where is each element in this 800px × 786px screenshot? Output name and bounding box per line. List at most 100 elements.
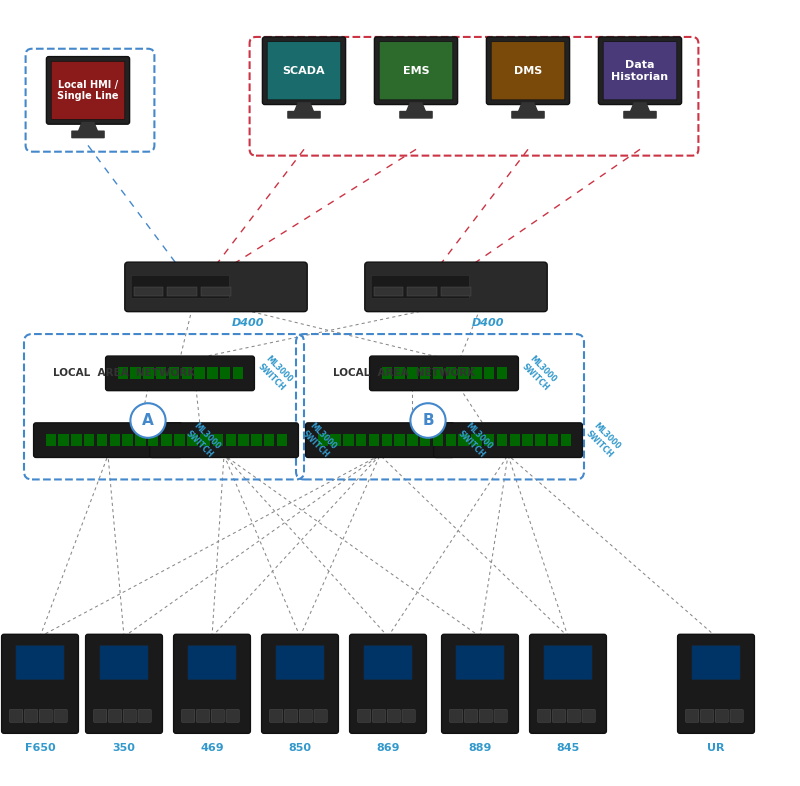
Text: 469: 469 — [200, 743, 224, 753]
FancyBboxPatch shape — [330, 434, 341, 446]
FancyBboxPatch shape — [125, 262, 307, 311]
FancyBboxPatch shape — [197, 710, 210, 722]
FancyBboxPatch shape — [238, 434, 249, 446]
FancyBboxPatch shape — [379, 42, 453, 100]
FancyBboxPatch shape — [54, 710, 67, 722]
FancyBboxPatch shape — [692, 645, 740, 680]
Text: 869: 869 — [376, 743, 400, 753]
Text: 889: 889 — [468, 743, 492, 753]
FancyBboxPatch shape — [491, 42, 565, 100]
FancyBboxPatch shape — [318, 434, 328, 446]
Text: DMS: DMS — [514, 66, 542, 75]
FancyBboxPatch shape — [511, 111, 545, 119]
Text: F650: F650 — [25, 743, 55, 753]
FancyBboxPatch shape — [464, 710, 478, 722]
FancyBboxPatch shape — [479, 710, 492, 722]
FancyBboxPatch shape — [458, 434, 469, 446]
Text: 845: 845 — [556, 743, 580, 753]
FancyBboxPatch shape — [510, 434, 520, 446]
FancyBboxPatch shape — [277, 434, 287, 446]
FancyBboxPatch shape — [446, 434, 456, 446]
Text: D400: D400 — [232, 318, 264, 328]
FancyBboxPatch shape — [130, 367, 141, 380]
FancyBboxPatch shape — [486, 37, 570, 105]
FancyBboxPatch shape — [167, 287, 198, 296]
FancyBboxPatch shape — [71, 130, 105, 138]
FancyBboxPatch shape — [188, 645, 236, 680]
Text: ML3000
SWITCH: ML3000 SWITCH — [520, 354, 558, 392]
FancyBboxPatch shape — [207, 367, 218, 380]
FancyBboxPatch shape — [262, 634, 338, 733]
FancyBboxPatch shape — [46, 434, 56, 446]
FancyBboxPatch shape — [522, 434, 533, 446]
FancyBboxPatch shape — [715, 710, 728, 722]
FancyBboxPatch shape — [382, 434, 392, 446]
Text: EMS: EMS — [402, 66, 430, 75]
FancyBboxPatch shape — [544, 645, 592, 680]
FancyBboxPatch shape — [131, 275, 230, 299]
FancyBboxPatch shape — [264, 434, 274, 446]
Text: A: A — [142, 413, 154, 428]
FancyBboxPatch shape — [394, 434, 405, 446]
FancyBboxPatch shape — [314, 710, 327, 722]
FancyBboxPatch shape — [442, 634, 518, 733]
Polygon shape — [78, 122, 98, 131]
FancyBboxPatch shape — [561, 434, 571, 446]
FancyBboxPatch shape — [211, 710, 224, 722]
FancyBboxPatch shape — [530, 634, 606, 733]
Text: B: B — [422, 413, 434, 428]
FancyBboxPatch shape — [270, 710, 283, 722]
FancyBboxPatch shape — [343, 434, 354, 446]
FancyBboxPatch shape — [471, 367, 482, 380]
FancyBboxPatch shape — [369, 434, 379, 446]
FancyBboxPatch shape — [287, 111, 321, 119]
FancyBboxPatch shape — [51, 61, 125, 119]
FancyBboxPatch shape — [497, 367, 507, 380]
FancyBboxPatch shape — [373, 710, 386, 722]
Polygon shape — [518, 102, 538, 112]
FancyBboxPatch shape — [603, 42, 677, 100]
FancyBboxPatch shape — [582, 710, 595, 722]
FancyBboxPatch shape — [678, 634, 754, 733]
FancyBboxPatch shape — [100, 645, 148, 680]
FancyBboxPatch shape — [387, 710, 400, 722]
FancyBboxPatch shape — [148, 434, 158, 446]
Text: LOCAL  AREA  NETWORK: LOCAL AREA NETWORK — [53, 369, 195, 378]
FancyBboxPatch shape — [156, 367, 166, 380]
FancyBboxPatch shape — [442, 287, 471, 296]
FancyBboxPatch shape — [365, 262, 547, 311]
Text: SCADA: SCADA — [282, 66, 326, 75]
FancyBboxPatch shape — [730, 710, 743, 722]
FancyBboxPatch shape — [456, 645, 504, 680]
FancyBboxPatch shape — [434, 423, 582, 457]
FancyBboxPatch shape — [39, 710, 53, 722]
FancyBboxPatch shape — [226, 434, 236, 446]
FancyBboxPatch shape — [407, 287, 438, 296]
FancyBboxPatch shape — [399, 111, 433, 119]
Text: 350: 350 — [113, 743, 135, 753]
FancyBboxPatch shape — [2, 634, 78, 733]
FancyBboxPatch shape — [182, 710, 195, 722]
FancyBboxPatch shape — [200, 434, 210, 446]
FancyBboxPatch shape — [16, 645, 64, 680]
FancyBboxPatch shape — [134, 287, 163, 296]
FancyBboxPatch shape — [484, 367, 494, 380]
Text: Data
Historian: Data Historian — [611, 60, 669, 82]
FancyBboxPatch shape — [150, 423, 298, 457]
FancyBboxPatch shape — [71, 434, 82, 446]
FancyBboxPatch shape — [233, 367, 243, 380]
Text: ML3000
SWITCH: ML3000 SWITCH — [184, 421, 222, 459]
FancyBboxPatch shape — [10, 710, 23, 722]
FancyBboxPatch shape — [118, 367, 128, 380]
FancyBboxPatch shape — [471, 434, 482, 446]
Circle shape — [410, 403, 446, 438]
FancyBboxPatch shape — [123, 710, 136, 722]
FancyBboxPatch shape — [58, 434, 69, 446]
FancyBboxPatch shape — [174, 434, 185, 446]
FancyBboxPatch shape — [598, 37, 682, 105]
FancyBboxPatch shape — [161, 434, 171, 446]
FancyBboxPatch shape — [446, 367, 456, 380]
FancyBboxPatch shape — [458, 367, 469, 380]
FancyBboxPatch shape — [484, 434, 494, 446]
FancyBboxPatch shape — [194, 367, 205, 380]
